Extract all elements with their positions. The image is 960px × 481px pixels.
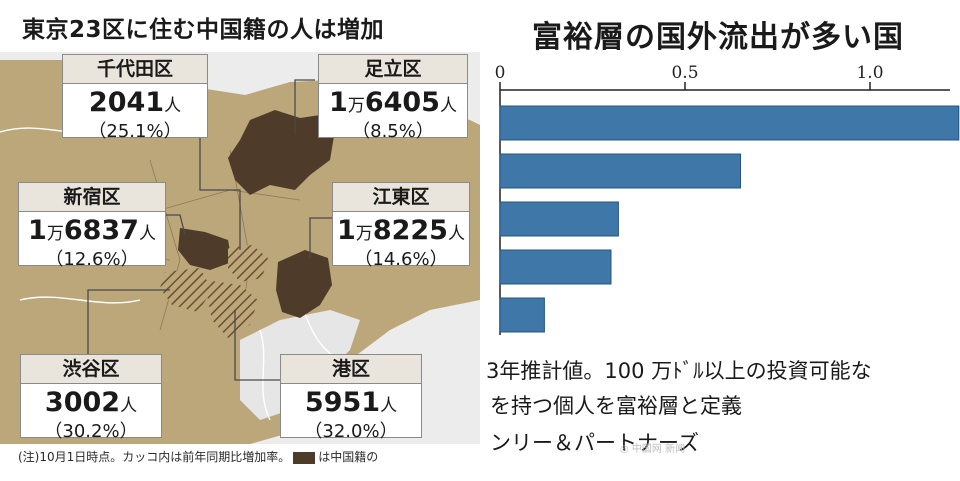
minato-ward (205, 280, 258, 338)
ward-name: 足立区 (319, 55, 467, 84)
ward-box-shinjuku: 新宿区 1万6837人 （12.6%） (18, 182, 166, 270)
ward-rate: （25.1%） (88, 121, 182, 142)
ward-name: 千代田区 (63, 55, 207, 84)
ward-rate: （12.6%） (45, 249, 139, 270)
ward-count: 1万6837人 (28, 215, 156, 246)
bar-3 (499, 201, 619, 237)
chart-title: 富裕層の国外流出が多い国 (532, 20, 904, 55)
ward-count: 5951人 (304, 387, 398, 418)
ward-count: 1万6405人 (329, 87, 457, 118)
ward-name: 新宿区 (19, 183, 165, 212)
watermark: ◎ 中国网 新闻 (620, 444, 686, 455)
ward-count: 1万8225人 (337, 215, 465, 246)
shinjuku-ward (178, 228, 232, 270)
ward-box-adachi: 足立区 1万6405人 （8.5%） (318, 54, 468, 142)
chiyoda-ward (228, 245, 268, 282)
x-tick-label: 1.0 (856, 63, 883, 83)
adachi-ward (228, 110, 335, 195)
ward-count: 3002人 (44, 387, 138, 418)
ward-name: 江東区 (333, 183, 469, 212)
map-panel: 東京23区に住む中国籍の人は増加 千代田区 2041人 （25.1%） 足立区 … (0, 17, 480, 464)
ward-box-koto: 江東区 1万8225人 （14.6%） (332, 182, 470, 270)
river-line (0, 127, 341, 421)
ward-rate: （14.6%） (354, 249, 448, 270)
x-tick-label: 0.5 (671, 63, 698, 83)
ward-name: 渋谷区 (21, 355, 161, 384)
chart-caption-line-1: 3年推計値。100 万ﾄﾞﾙ以上の投資可能な (486, 359, 872, 383)
ward-box-shibuya: 渋谷区 3002人 （30.2%） (20, 354, 162, 442)
bar-5 (499, 297, 545, 333)
bar-1 (499, 105, 960, 141)
ward-box-chiyoda: 千代田区 2041人 （25.1%） (62, 54, 208, 142)
bar-2 (499, 153, 741, 189)
koto-ward (276, 250, 332, 318)
ward-rate: （30.2%） (44, 421, 138, 442)
bar-chart: 0 0.5 1.0 (495, 63, 960, 335)
map-title: 東京23区に住む中国籍の人は増加 (22, 17, 385, 43)
shibuya-ward (160, 268, 212, 312)
ward-count: 2041人 (88, 87, 182, 118)
chart-panel: 富裕層の国外流出が多い国 0 0.5 1.0 3年推計値。100 万ﾄﾞﾙ以上の投資… (480, 0, 960, 481)
leader-lines (87, 79, 332, 381)
ward-box-minato: 港区 5951人 （32.0%） (280, 354, 422, 442)
chart-caption-line-2: を持つ個人を富裕層と定義 (490, 394, 742, 418)
x-tick-label: 0 (495, 63, 506, 83)
ward-rate: （8.5%） (352, 121, 434, 142)
map-footnote: (注)10月1日時点。カッコ内は前年同期比増加率。 は中国籍の (18, 450, 379, 464)
ward-name: 港区 (281, 355, 421, 384)
chart-caption-line-3: ンリー＆パートナーズ (490, 431, 699, 455)
ward-rate: （32.0%） (304, 421, 398, 442)
bar-4 (499, 249, 612, 285)
legend-swatch (293, 451, 316, 464)
